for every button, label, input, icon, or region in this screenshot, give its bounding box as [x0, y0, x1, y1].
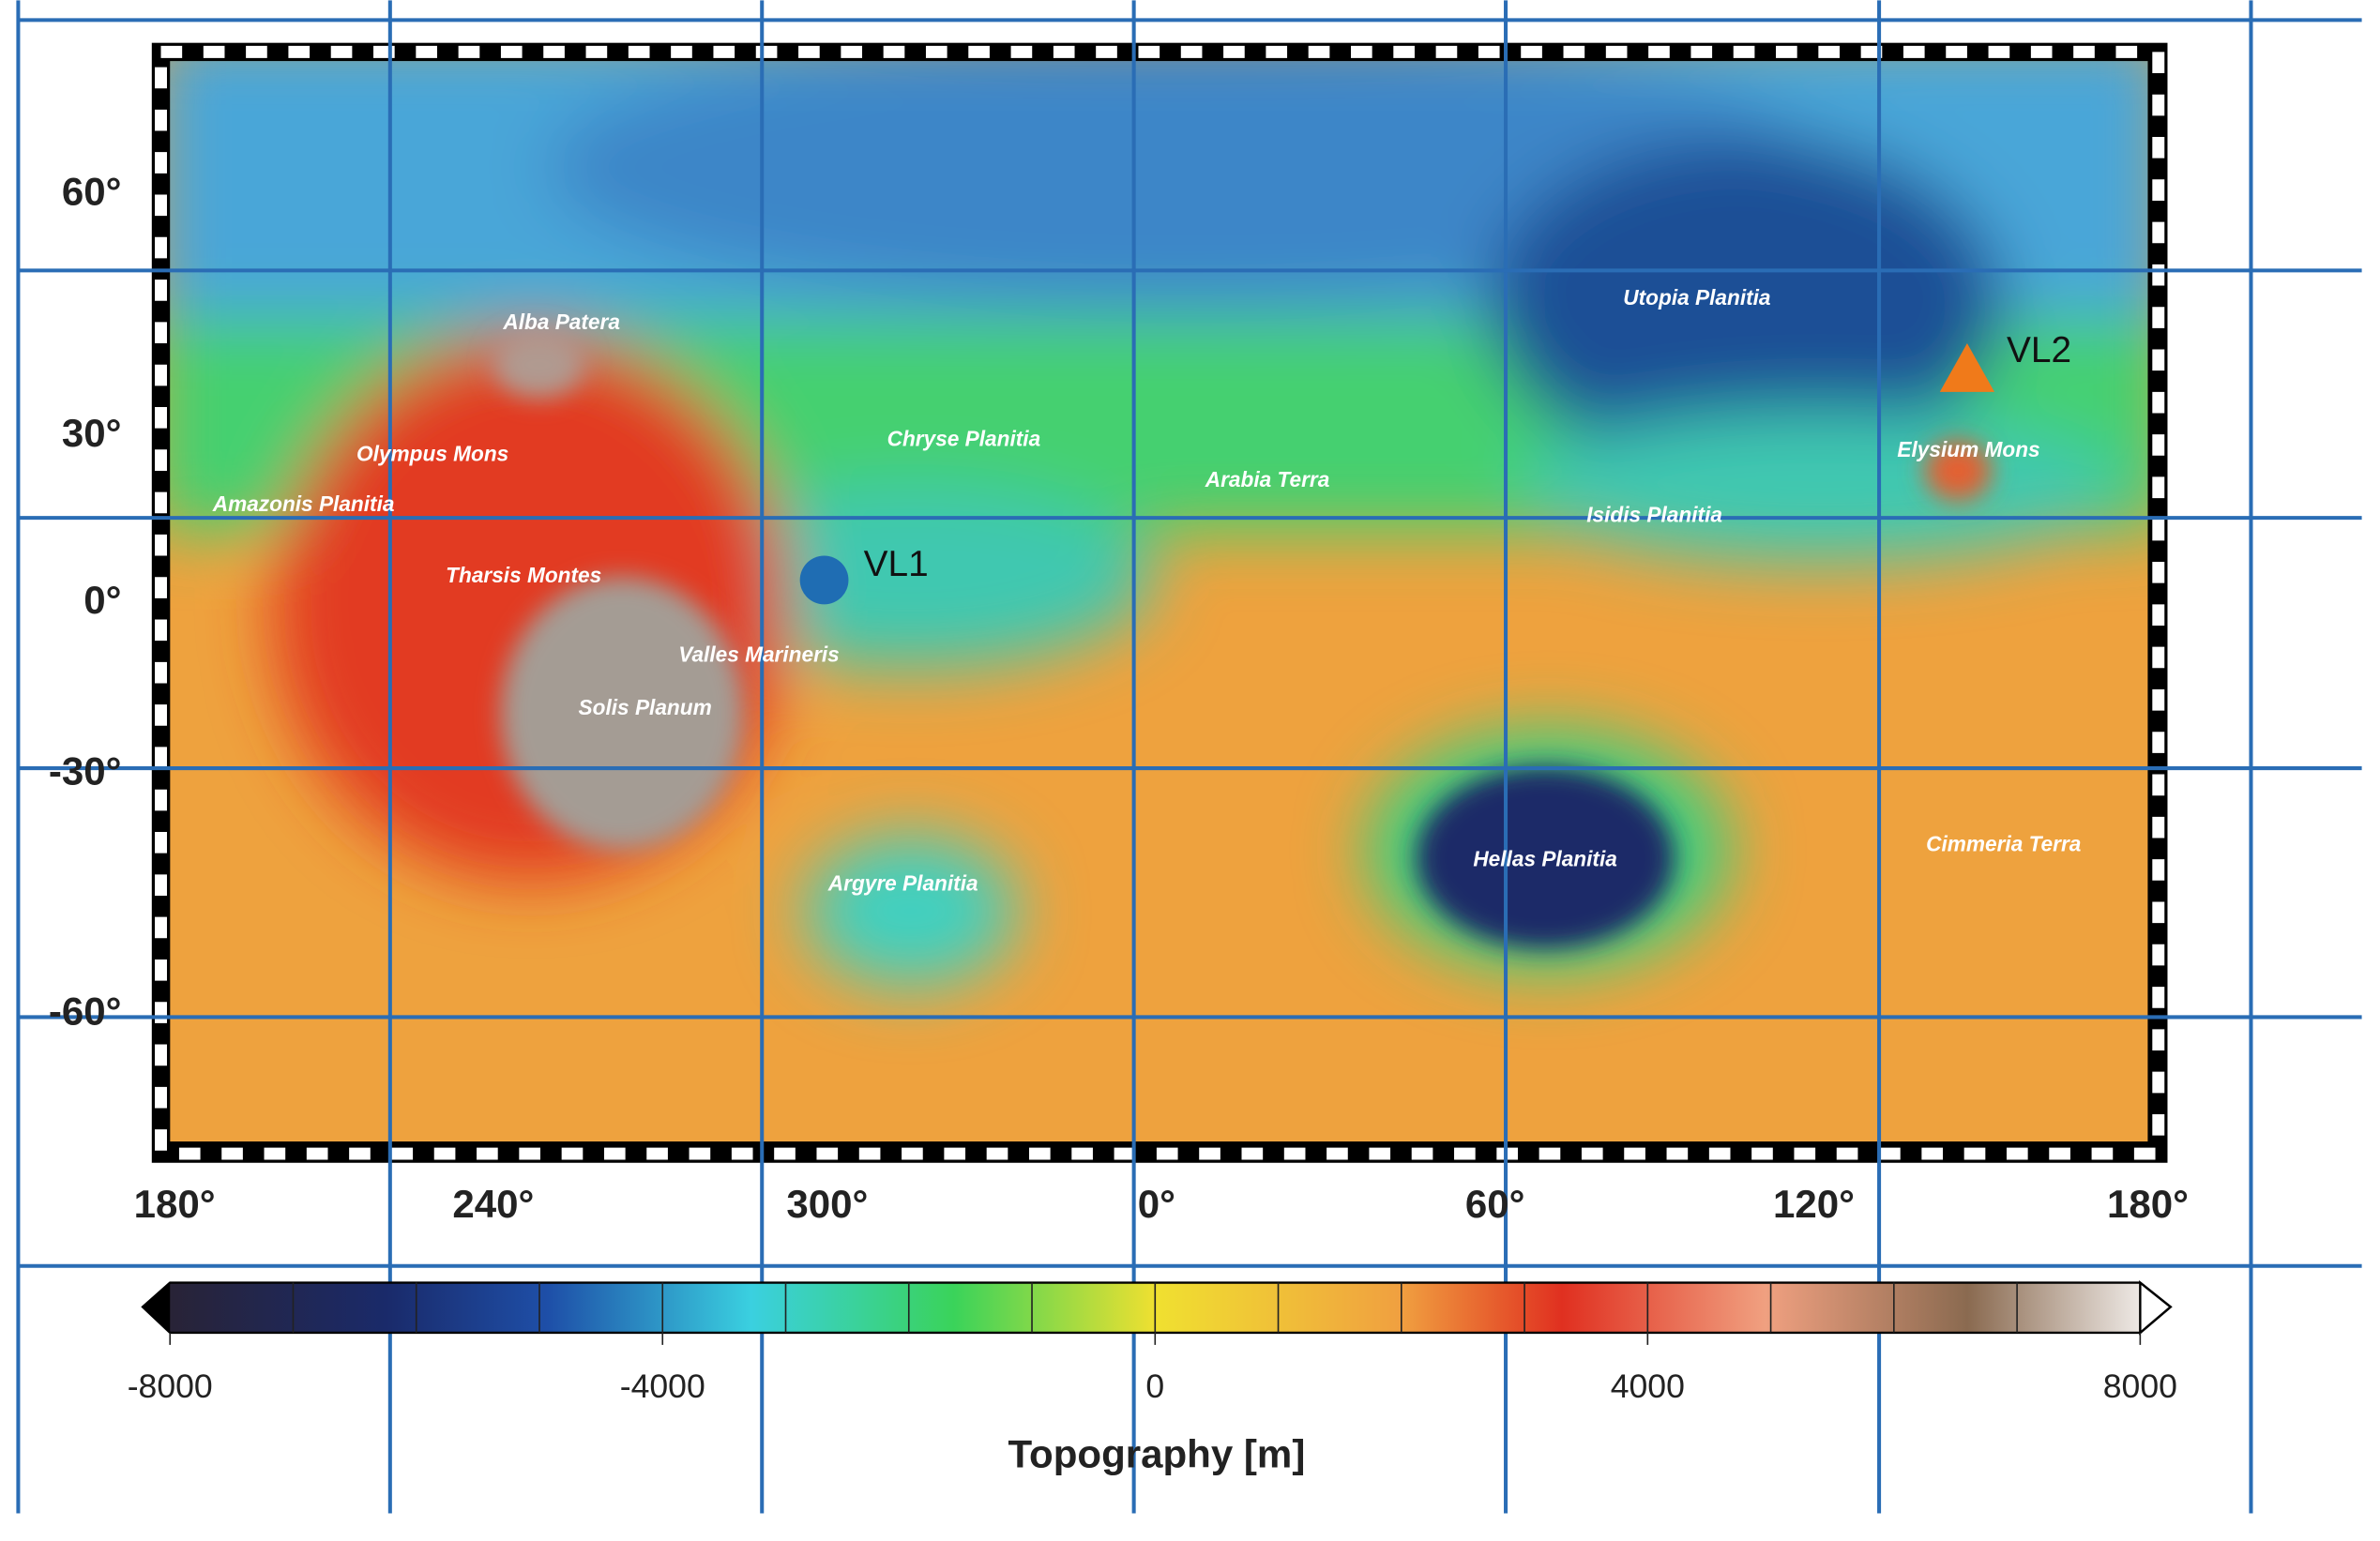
place-name: Solis Planum — [579, 695, 712, 719]
colorbar-end — [2139, 1280, 2173, 1336]
colorbar — [141, 1280, 2173, 1336]
place-name: Cimmeria Terra — [1926, 832, 2081, 856]
place-name: Olympus Mons — [356, 442, 508, 466]
longitude-label: 180° — [2107, 1182, 2189, 1226]
colorbar-ramp — [141, 1281, 2173, 1335]
latitude-label: 60° — [62, 170, 122, 214]
labels: 60° 30° 0° -30° -60° 180° 240° 300° 0° 60° 120° 180… — [49, 170, 2189, 1476]
latitude-label: -60° — [49, 989, 122, 1033]
longitude-label: 0° — [1138, 1182, 1175, 1226]
place-name: Tharsis Montes — [446, 563, 601, 587]
longitude-label: 60° — [1465, 1182, 1525, 1226]
place-name: Arabia Terra — [1205, 467, 1330, 491]
longitude-label: 300° — [786, 1182, 868, 1226]
place-name: Isidis Planitia — [1586, 502, 1722, 526]
latitude-label: 0° — [83, 578, 121, 622]
colorbar-title: Topography [m] — [1008, 1432, 1305, 1476]
colorbar-tick-label: -4000 — [620, 1367, 705, 1405]
colorbar-tick-label: 0 — [1145, 1367, 1164, 1405]
overlay-grid — [16, 0, 2362, 1514]
place-name: Chryse Planitia — [887, 427, 1041, 451]
place-name: Elysium Mons — [1897, 437, 2039, 461]
map-frame-checker — [155, 45, 2165, 1160]
colorbar-tick-label: 8000 — [2103, 1367, 2177, 1405]
colorbar-tick-label: 4000 — [1611, 1367, 1685, 1405]
place-name: Amazonis Planitia — [212, 491, 395, 516]
place-name: Alba Patera — [502, 310, 620, 334]
vl1-marker — [799, 555, 849, 605]
site-label: VL1 — [864, 544, 929, 584]
colorbar-tick-label: -8000 — [128, 1367, 213, 1405]
longitude-label: 120° — [1773, 1182, 1855, 1226]
longitude-label: 180° — [134, 1182, 216, 1226]
site-label: VL2 — [2007, 330, 2071, 370]
latitude-label: -30° — [49, 749, 122, 793]
colorbar-end — [143, 1282, 171, 1333]
place-name: Valles Marineris — [678, 642, 840, 666]
place-name: Hellas Planitia — [1473, 847, 1617, 871]
vl2-marker — [1939, 343, 1995, 392]
place-name: Utopia Planitia — [1623, 285, 1770, 310]
longitude-label: 240° — [452, 1182, 534, 1226]
latitude-label: 30° — [62, 411, 122, 455]
topography-map — [151, 42, 2168, 1163]
place-name: Argyre Planitia — [827, 871, 978, 896]
